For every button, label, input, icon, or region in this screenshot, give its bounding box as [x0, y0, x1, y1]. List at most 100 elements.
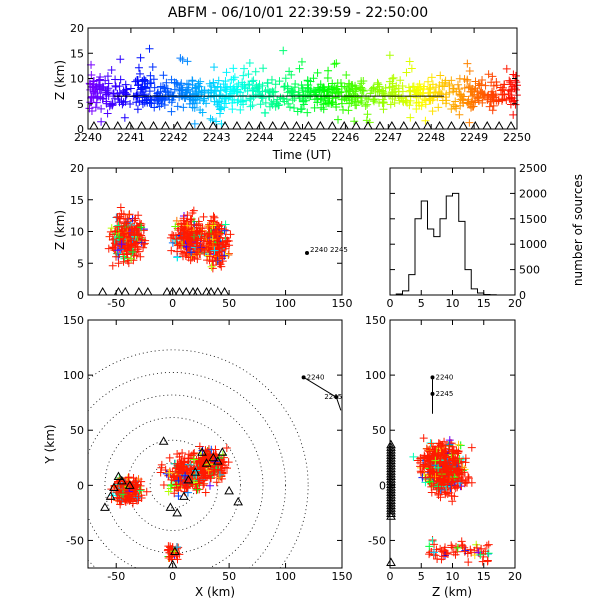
x-tick-label: 5: [418, 570, 425, 583]
source-plus: [160, 100, 169, 109]
source-plus: [454, 459, 463, 468]
station-triangle: [386, 458, 396, 467]
source-plus: [129, 473, 138, 482]
source-plus: [140, 93, 149, 102]
source-plus: [199, 212, 208, 221]
station-triangle: [196, 120, 207, 130]
source-plus: [425, 462, 434, 471]
x-tick-label: -50: [107, 297, 125, 310]
source-plus: [494, 97, 503, 106]
source-plus: [432, 464, 441, 473]
source-plus: [133, 91, 142, 100]
station-triangle: [133, 286, 144, 296]
source-plus: [166, 481, 175, 490]
source-plus: [124, 473, 133, 482]
source-plus: [127, 224, 136, 233]
x-axis-label: Time (UT): [272, 148, 332, 162]
source-plus: [438, 448, 447, 457]
source-plus: [155, 102, 164, 111]
x-tick-label: 2246: [331, 131, 359, 144]
source-plus: [146, 71, 155, 80]
y-tick-label: 500: [519, 264, 540, 277]
source-plus: [202, 230, 211, 239]
source-plus: [447, 541, 456, 550]
source-plus: [311, 88, 320, 97]
source-plus: [157, 463, 166, 472]
source-plus: [373, 78, 382, 87]
source-plus: [449, 548, 458, 557]
source-plus: [449, 100, 458, 109]
source-plus: [336, 79, 345, 88]
source-plus: [430, 474, 439, 483]
source-plus: [169, 93, 178, 102]
source-plus: [281, 74, 290, 83]
x-tick-label: 100: [275, 570, 296, 583]
source-plus: [186, 215, 195, 224]
source-plus: [136, 53, 145, 62]
source-plus: [460, 547, 469, 556]
source-plus: [186, 454, 195, 463]
source-plus: [478, 98, 487, 107]
source-plus: [178, 85, 187, 94]
source-plus: [437, 443, 446, 452]
source-plus: [179, 466, 188, 475]
time-label: 2240: [436, 373, 454, 381]
source-plus: [211, 466, 220, 475]
source-plus: [120, 113, 129, 122]
station-triangle: [386, 492, 396, 502]
z-y-axes: 0 5 10 15 20 -50 0 50 100 150: [365, 314, 522, 583]
station-triangle: [386, 476, 396, 486]
station-triangle: [184, 120, 195, 130]
source-plus: [263, 78, 272, 87]
source-plus: [114, 259, 123, 268]
source-plus: [176, 54, 185, 63]
source-plus: [126, 84, 135, 93]
source-plus: [509, 97, 518, 106]
source-plus: [447, 105, 456, 114]
source-plus: [399, 98, 408, 107]
source-plus: [295, 94, 304, 103]
source-plus: [427, 439, 436, 448]
source-plus: [441, 543, 450, 552]
source-plus: [430, 88, 439, 97]
station-triangle: [172, 507, 183, 517]
station-triangle: [386, 447, 396, 457]
station-triangle: [386, 450, 396, 459]
source-plus: [206, 114, 215, 123]
source-plus: [117, 240, 126, 249]
source-plus: [481, 81, 490, 90]
source-plus: [385, 51, 394, 60]
source-plus: [171, 464, 180, 473]
source-plus: [97, 117, 106, 126]
track-point: [430, 391, 435, 396]
station-triangle: [386, 442, 396, 451]
source-plus: [419, 434, 428, 443]
source-plus: [426, 438, 435, 447]
source-plus: [185, 240, 194, 249]
source-plus: [139, 243, 148, 252]
source-plus: [309, 74, 318, 83]
station-triangle: [190, 467, 201, 476]
station-triangle: [386, 471, 396, 481]
x-tick-label: 2248: [417, 131, 445, 144]
source-plus: [176, 81, 185, 90]
source-plus: [249, 76, 258, 85]
y-tick-label: 2500: [519, 162, 547, 175]
source-plus: [474, 93, 483, 102]
source-plus: [421, 116, 430, 125]
x-tick-label: 50: [222, 297, 236, 310]
source-plus: [187, 248, 196, 257]
y-tick-label: 2000: [519, 187, 547, 200]
source-plus: [474, 548, 483, 557]
source-plus: [140, 240, 149, 249]
source-plus: [184, 235, 193, 244]
source-plus: [91, 83, 100, 92]
source-plus: [363, 110, 372, 119]
source-plus: [208, 264, 217, 273]
x-tick-label: 2250: [503, 131, 531, 144]
source-plus: [193, 485, 202, 494]
source-plus: [489, 90, 498, 99]
source-plus: [405, 87, 414, 96]
x-tick-label: 2245: [289, 131, 317, 144]
source-plus: [126, 100, 135, 109]
